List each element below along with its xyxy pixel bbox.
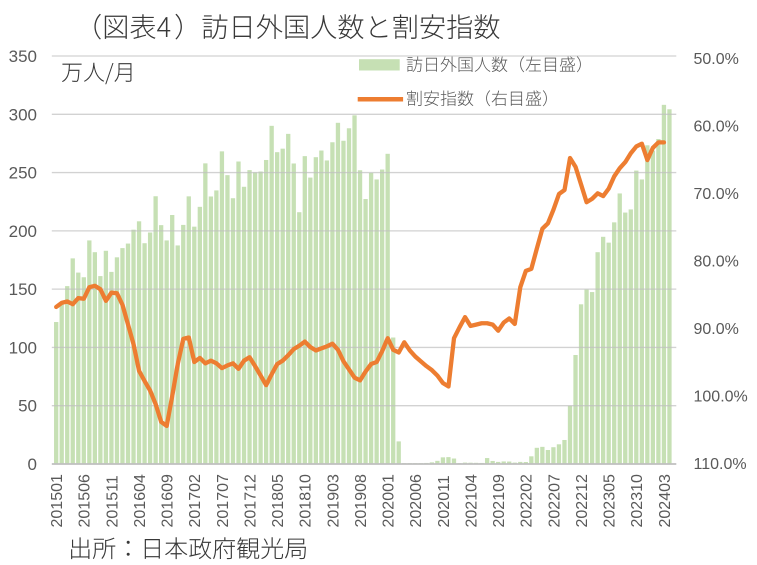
svg-text:201810: 201810 bbox=[298, 474, 315, 527]
svg-text:202109: 202109 bbox=[491, 474, 508, 527]
svg-text:202202: 202202 bbox=[519, 474, 536, 527]
svg-text:201609: 201609 bbox=[160, 474, 177, 527]
svg-text:60.0%: 60.0% bbox=[694, 119, 739, 136]
svg-text:100: 100 bbox=[9, 338, 37, 357]
svg-text:201707: 201707 bbox=[215, 474, 232, 527]
svg-text:50: 50 bbox=[18, 397, 37, 416]
svg-text:202403: 202403 bbox=[657, 474, 674, 527]
svg-text:201702: 201702 bbox=[187, 474, 204, 527]
svg-text:80.0%: 80.0% bbox=[694, 254, 739, 271]
svg-text:202310: 202310 bbox=[629, 474, 646, 527]
svg-text:202011: 202011 bbox=[436, 475, 453, 527]
svg-text:70.0%: 70.0% bbox=[694, 186, 739, 203]
svg-text:202212: 202212 bbox=[574, 474, 591, 527]
svg-text:202104: 202104 bbox=[463, 474, 480, 527]
svg-text:202207: 202207 bbox=[546, 474, 563, 527]
svg-text:201511: 201511 bbox=[104, 475, 121, 527]
svg-text:202001: 202001 bbox=[381, 474, 398, 527]
svg-text:150: 150 bbox=[9, 280, 37, 299]
svg-text:202305: 202305 bbox=[602, 474, 619, 527]
svg-text:201712: 201712 bbox=[242, 474, 259, 527]
svg-text:201604: 201604 bbox=[132, 474, 149, 527]
svg-text:201506: 201506 bbox=[77, 474, 94, 527]
svg-text:201908: 201908 bbox=[353, 474, 370, 527]
svg-text:201501: 201501 bbox=[49, 474, 66, 527]
svg-text:202006: 202006 bbox=[408, 474, 425, 527]
svg-text:201903: 201903 bbox=[325, 474, 342, 527]
svg-text:100.0%: 100.0% bbox=[694, 389, 748, 406]
svg-text:250: 250 bbox=[9, 164, 37, 183]
svg-text:200: 200 bbox=[9, 222, 37, 241]
svg-text:90.0%: 90.0% bbox=[694, 321, 739, 338]
svg-text:0: 0 bbox=[28, 455, 37, 474]
svg-text:50.0%: 50.0% bbox=[694, 51, 739, 68]
svg-text:201805: 201805 bbox=[270, 474, 287, 527]
svg-text:110.0%: 110.0% bbox=[694, 456, 747, 473]
svg-text:350: 350 bbox=[9, 47, 37, 66]
svg-text:300: 300 bbox=[9, 105, 37, 124]
